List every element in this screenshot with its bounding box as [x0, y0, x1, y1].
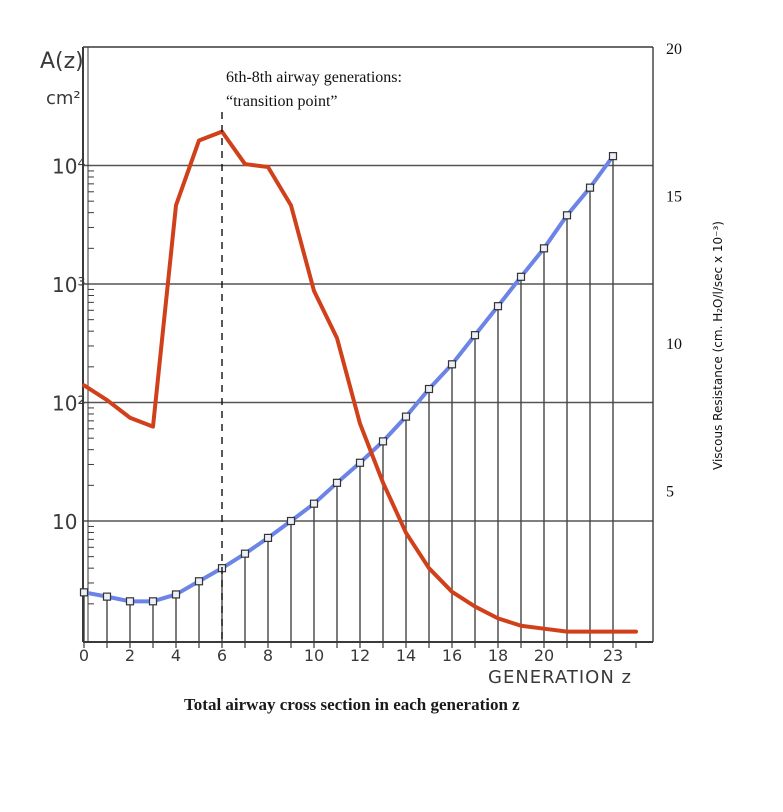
- left-tick-label-100: 10²: [52, 392, 85, 416]
- resistance-series-line: [82, 129, 638, 634]
- area-point-gen-7: [240, 549, 250, 558]
- grid: [83, 164, 653, 522]
- annotation-line1: 6th-8th airway generations:: [226, 69, 402, 86]
- area-point-gen-23: [608, 152, 618, 161]
- left-axis-title: A(z): [40, 49, 84, 74]
- axis-labels: 0 2 4 6 8 10 12 14 16 18 20 23 10 10² 10³ 10⁴ 5 10 15 20: [52, 41, 682, 665]
- area-point-gen-17: [470, 331, 480, 340]
- plot-frame: [82, 46, 654, 648]
- generation-stems: [83, 156, 614, 642]
- x-tick-label-2: 2: [125, 646, 135, 665]
- area-point-gen-8: [263, 533, 273, 543]
- area-point-gen-11: [332, 478, 342, 487]
- x-tick-label-6: 6: [217, 646, 227, 665]
- area-point-gen-1: [102, 592, 112, 601]
- area-point-gen-14: [401, 412, 411, 421]
- x-axis-title: GENERATION z: [488, 667, 632, 688]
- right-axis-title: Viscous Resistance (cm. H₂O/l/sec x 10⁻³…: [711, 221, 725, 470]
- left-tick-label-10: 10: [52, 510, 77, 534]
- right-tick-label-5: 5: [666, 484, 674, 501]
- right-tick-label-15: 15: [666, 189, 682, 206]
- chart-caption: Total airway cross section in each gener…: [184, 695, 520, 714]
- x-tick-label-0: 0: [79, 646, 89, 665]
- right-tick-label-10: 10: [666, 336, 682, 353]
- x-tick-label-20: 20: [534, 646, 554, 665]
- left-tick-label-1000: 10³: [52, 273, 85, 297]
- left-tick-label-10000: 10⁴: [52, 155, 85, 179]
- area-point-gen-4: [171, 590, 181, 599]
- area-point-gen-3: [148, 597, 158, 606]
- x-tick-label-12: 12: [350, 646, 370, 665]
- right-tick-label-20: 20: [666, 41, 682, 58]
- x-tick-label-10: 10: [304, 646, 324, 665]
- annotation-line2: “transition point”: [226, 93, 338, 110]
- area-point-gen-13: [378, 437, 388, 446]
- area-point-gen-10: [309, 499, 319, 508]
- area-point-gen-22: [585, 183, 595, 192]
- x-tick-label-14: 14: [396, 646, 416, 665]
- area-point-gen-9: [286, 516, 296, 526]
- area-point-gen-21: [562, 211, 572, 220]
- area-point-gen-15: [424, 384, 434, 394]
- area-point-gen-16: [447, 360, 457, 369]
- area-point-gen-2: [125, 597, 135, 606]
- left-axis-unit: cm²: [46, 88, 81, 109]
- area-point-gen-5: [194, 577, 204, 586]
- x-tick-label-8: 8: [263, 646, 273, 665]
- series-layer: [79, 112, 638, 642]
- x-tick-label-16: 16: [442, 646, 462, 665]
- area-point-gen-18: [493, 302, 503, 311]
- area-point-gen-12: [355, 458, 365, 467]
- x-tick-label-23: 23: [603, 646, 623, 665]
- x-tick-label-18: 18: [488, 646, 508, 665]
- area-point-gen-0: [79, 588, 89, 597]
- area-point-gen-20: [539, 244, 549, 253]
- x-tick-label-4: 4: [171, 646, 181, 665]
- area-point-gen-19: [516, 272, 526, 281]
